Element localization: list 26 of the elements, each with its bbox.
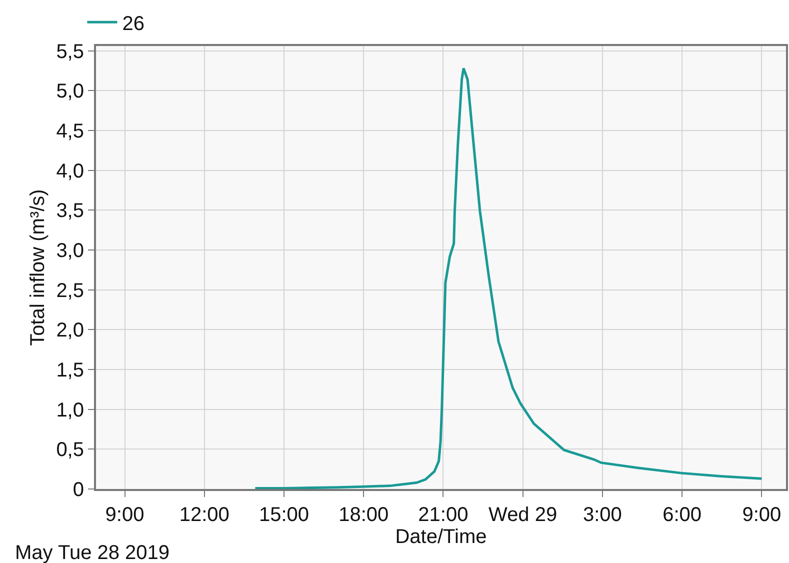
- y-tick-label: 3,0: [56, 240, 84, 262]
- x-tick-label: 12:00: [179, 504, 230, 526]
- y-tick-label: 4,5: [56, 120, 84, 142]
- y-tick-label: 1,0: [56, 399, 84, 422]
- x-tick-label: 6:00: [662, 504, 702, 526]
- y-tick-label: 4,0: [56, 160, 84, 182]
- x-tick-label: 9:00: [742, 504, 782, 526]
- x-tick-label: 9:00: [105, 504, 144, 526]
- x-tick-label: 15:00: [258, 504, 310, 526]
- y-axis-title: Total inflow (m³/s): [27, 189, 50, 346]
- x-tick-label: 18:00: [338, 504, 389, 526]
- x-tick-label: 3:00: [582, 504, 622, 526]
- x-tick-label: Wed 29: [488, 504, 558, 526]
- line-series: [254, 67, 763, 489]
- y-tick-label: 0: [72, 479, 84, 501]
- legend-label: 26: [122, 12, 144, 35]
- y-tick-label: 0,5: [56, 439, 84, 462]
- y-tick-label: 3,5: [56, 200, 84, 222]
- y-tick-label: 2,0: [56, 320, 84, 342]
- x-tick-label: 21:00: [418, 504, 468, 526]
- y-tick-label: 5,5: [56, 40, 84, 63]
- y-tick-label: 1,5: [56, 359, 84, 382]
- x-axis-title: Date/Time: [395, 526, 487, 548]
- text: May Tue 28 2019: [15, 542, 170, 563]
- y-tick-label: 2,5: [56, 280, 84, 302]
- y-tick-label: 5,0: [56, 80, 84, 103]
